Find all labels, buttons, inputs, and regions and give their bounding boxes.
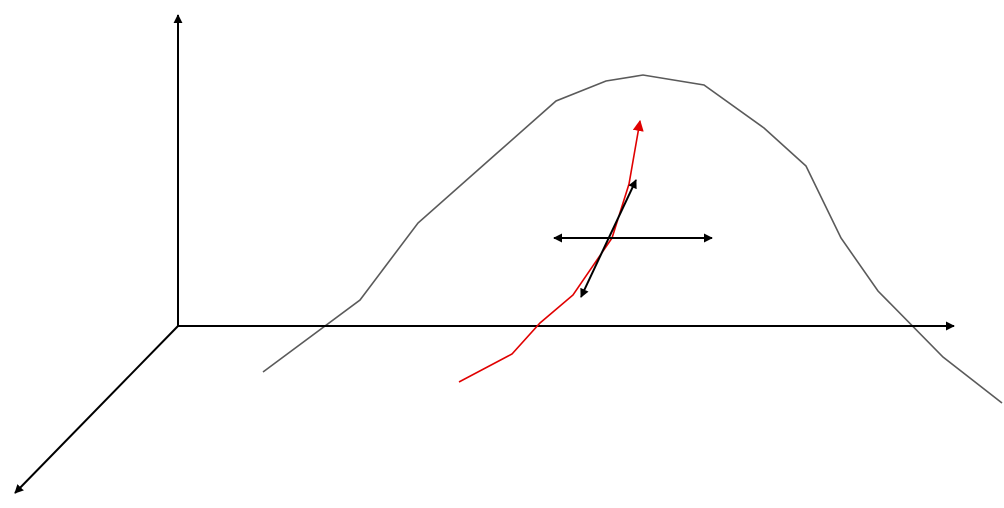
surface-curve — [262, 74, 1003, 404]
depth-axis — [14, 325, 179, 494]
diagonal-double-arrow — [580, 179, 637, 298]
